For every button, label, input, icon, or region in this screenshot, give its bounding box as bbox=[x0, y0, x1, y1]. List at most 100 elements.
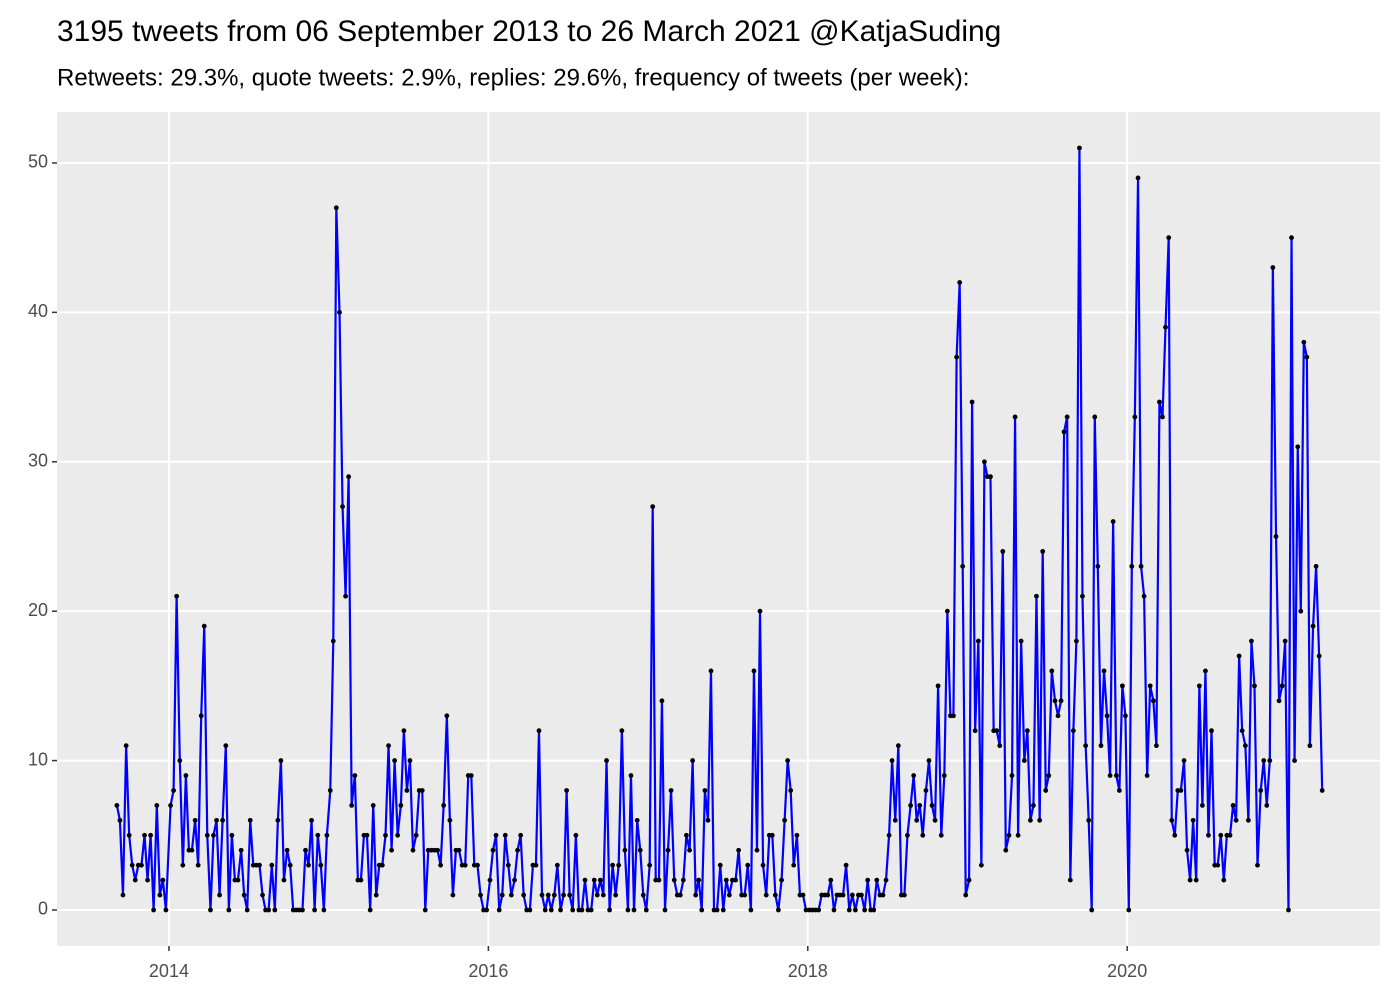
point bbox=[247, 817, 253, 823]
point bbox=[748, 907, 754, 913]
point bbox=[515, 847, 520, 853]
point bbox=[235, 877, 241, 883]
point bbox=[533, 862, 539, 868]
point bbox=[551, 892, 557, 898]
point bbox=[742, 892, 748, 898]
point bbox=[142, 832, 147, 838]
point bbox=[717, 862, 723, 868]
point bbox=[330, 638, 336, 644]
point bbox=[502, 832, 508, 838]
point bbox=[914, 817, 920, 823]
point bbox=[1304, 354, 1310, 360]
point bbox=[1242, 743, 1248, 749]
point bbox=[662, 907, 668, 913]
point bbox=[1092, 414, 1098, 420]
point bbox=[1160, 414, 1165, 420]
point bbox=[272, 907, 278, 913]
point bbox=[154, 803, 160, 808]
point bbox=[745, 862, 751, 868]
point bbox=[668, 788, 674, 793]
point bbox=[782, 817, 788, 823]
point bbox=[656, 877, 662, 883]
point bbox=[726, 892, 732, 898]
point bbox=[548, 907, 554, 913]
point bbox=[1055, 713, 1061, 719]
point bbox=[966, 877, 972, 883]
y-tick-label: 0 bbox=[38, 899, 48, 919]
point bbox=[1043, 788, 1049, 793]
point bbox=[1178, 788, 1184, 793]
point bbox=[849, 892, 855, 898]
point bbox=[751, 668, 757, 674]
point bbox=[1077, 145, 1082, 151]
point bbox=[840, 892, 846, 898]
point bbox=[699, 907, 705, 913]
point bbox=[972, 728, 978, 734]
point bbox=[367, 907, 373, 913]
point bbox=[883, 877, 889, 883]
point bbox=[217, 892, 222, 898]
point bbox=[1246, 817, 1251, 823]
point bbox=[594, 892, 600, 898]
point bbox=[303, 847, 308, 853]
point bbox=[120, 892, 126, 898]
point bbox=[1239, 728, 1245, 734]
point bbox=[1289, 235, 1294, 241]
point bbox=[1150, 698, 1156, 704]
point bbox=[1261, 758, 1267, 763]
point bbox=[1028, 817, 1033, 823]
point bbox=[1095, 563, 1101, 569]
point bbox=[1123, 713, 1128, 719]
point bbox=[886, 832, 892, 838]
point bbox=[785, 758, 791, 763]
point bbox=[1310, 623, 1316, 629]
point bbox=[284, 847, 290, 853]
point bbox=[198, 713, 204, 719]
point bbox=[220, 817, 226, 823]
point bbox=[846, 907, 852, 913]
point bbox=[398, 803, 404, 808]
point bbox=[404, 788, 410, 793]
point bbox=[266, 907, 272, 913]
point bbox=[610, 862, 616, 868]
point bbox=[905, 832, 910, 838]
point bbox=[862, 907, 868, 913]
plot-panel bbox=[57, 112, 1380, 946]
point bbox=[941, 773, 947, 778]
point bbox=[1110, 519, 1116, 524]
point bbox=[287, 862, 293, 868]
point bbox=[736, 847, 742, 853]
point bbox=[521, 892, 527, 898]
point bbox=[392, 758, 398, 763]
point bbox=[944, 608, 950, 614]
point bbox=[843, 862, 849, 868]
point bbox=[484, 907, 490, 913]
point bbox=[1282, 638, 1288, 644]
point bbox=[132, 877, 138, 883]
point bbox=[696, 877, 702, 883]
point bbox=[920, 832, 926, 838]
point bbox=[1221, 877, 1227, 883]
point bbox=[969, 399, 975, 405]
point bbox=[1031, 803, 1036, 808]
point bbox=[163, 907, 169, 913]
point bbox=[616, 862, 622, 868]
point bbox=[690, 758, 696, 763]
x-tick-label: 2020 bbox=[1107, 961, 1147, 981]
point bbox=[831, 907, 837, 913]
point bbox=[1286, 907, 1291, 913]
point bbox=[527, 907, 533, 913]
point bbox=[183, 773, 189, 778]
point bbox=[1052, 698, 1058, 704]
point bbox=[386, 743, 391, 749]
point bbox=[1267, 758, 1273, 763]
point bbox=[1181, 758, 1187, 763]
point bbox=[447, 817, 453, 823]
point bbox=[192, 817, 198, 823]
point bbox=[1138, 563, 1144, 569]
point bbox=[573, 832, 579, 838]
point bbox=[269, 862, 275, 868]
point bbox=[1024, 728, 1030, 734]
point bbox=[1206, 832, 1211, 838]
